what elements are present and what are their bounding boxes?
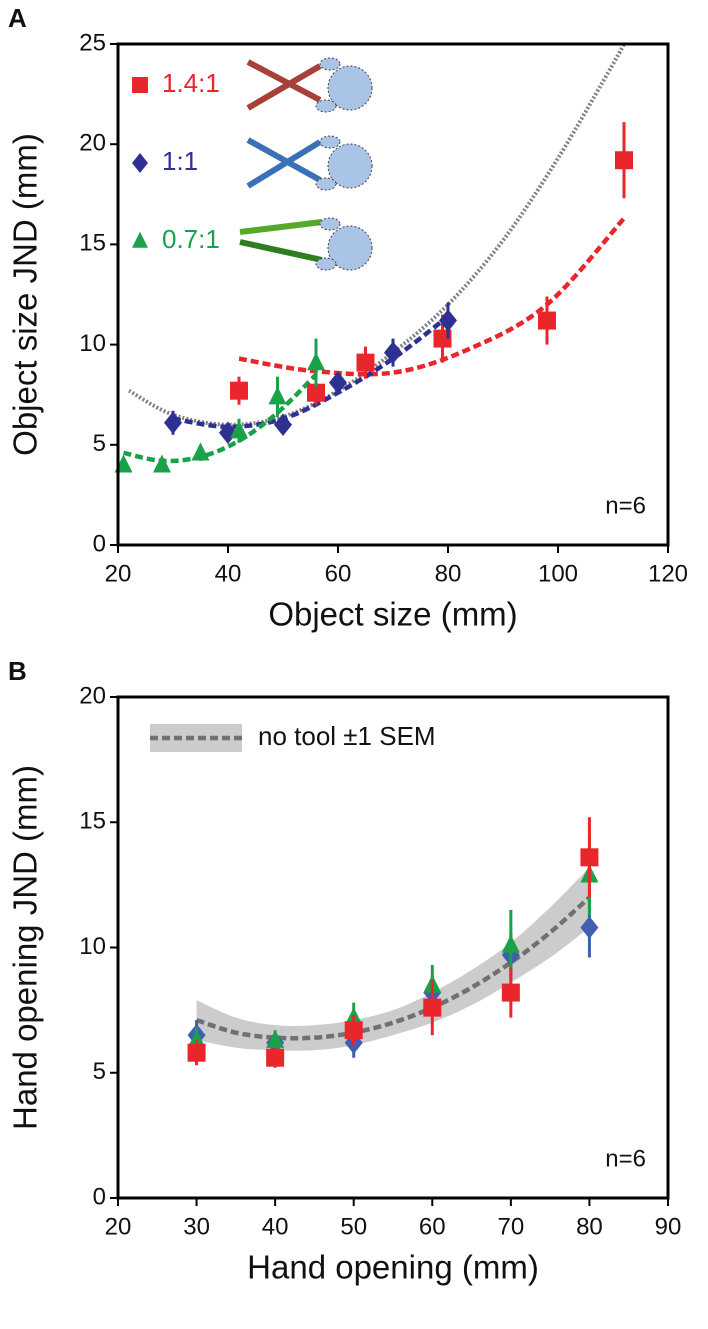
x-axis-label: Hand opening (mm) [247, 1249, 539, 1286]
annotation: n=6 [605, 1145, 646, 1172]
marker-square [423, 998, 442, 1017]
y-tick-label: 5 [93, 430, 106, 457]
marker-diamond [132, 153, 148, 173]
marker-square [344, 1021, 363, 1040]
y-tick-label: 20 [79, 130, 106, 157]
x-tick-label: 60 [419, 1213, 446, 1240]
marker-square [580, 848, 599, 867]
x-tick-label: 100 [538, 560, 578, 587]
y-tick-label: 0 [93, 1183, 106, 1210]
y-tick-label: 5 [93, 1058, 106, 1085]
legend-label: 1.4:1 [162, 68, 220, 98]
annotation: n=6 [605, 492, 646, 519]
marker-square [538, 311, 556, 330]
marker-diamond [439, 309, 457, 332]
x-tick-label: 120 [648, 560, 688, 587]
x-tick-label: 80 [435, 560, 462, 587]
x-tick-label: 40 [262, 1213, 289, 1240]
legend-label: no tool ±1 SEM [258, 721, 436, 751]
marker-diamond [329, 371, 347, 394]
tool-icons [239, 57, 373, 271]
marker-triangle [268, 386, 287, 405]
x-tick-label: 20 [105, 1213, 132, 1240]
y-axis-label: Object size JND (mm) [7, 133, 44, 456]
panel-letter: B [8, 656, 27, 686]
marker-square [230, 381, 248, 400]
y-tick-label: 15 [79, 230, 106, 257]
legend-label: 1:1 [162, 146, 198, 176]
y-tick-label: 10 [79, 933, 106, 960]
marker-square [132, 77, 148, 93]
x-tick-label: 20 [105, 560, 132, 587]
marker-square [307, 383, 325, 402]
y-tick-label: 0 [93, 530, 106, 557]
tool-icon-equal [246, 135, 373, 191]
x-tick-label: 40 [215, 560, 242, 587]
marker-diamond [164, 411, 182, 435]
plot-frame [116, 695, 670, 1200]
marker-triangle [230, 420, 248, 439]
x-tick-label: 90 [655, 1213, 682, 1240]
x-tick-label: 50 [340, 1213, 367, 1240]
y-tick-label: 15 [79, 808, 106, 835]
x-tick-label: 80 [576, 1213, 603, 1240]
marker-diamond [274, 413, 292, 437]
marker-square [501, 983, 520, 1002]
marker-square [356, 353, 375, 372]
panel-letter: A [8, 3, 27, 33]
marker-triangle [153, 454, 171, 473]
tool-icon-wide [246, 57, 373, 113]
plot-frame [116, 42, 670, 547]
marker-triangle [501, 934, 520, 953]
marker-diamond [384, 341, 402, 364]
legend-label: 0.7:1 [162, 224, 220, 254]
y-axis-label: Hand opening JND (mm) [7, 765, 44, 1130]
marker-triangle [307, 352, 325, 371]
sem-band [196, 867, 590, 1051]
x-tick-label: 60 [325, 560, 352, 587]
y-tick-label: 25 [79, 29, 106, 56]
y-tick-label: 20 [79, 682, 106, 709]
marker-square [187, 1043, 206, 1062]
x-tick-label: 30 [183, 1213, 210, 1240]
marker-square [615, 151, 633, 170]
fit-curve [238, 216, 626, 377]
marker-triangle [132, 231, 148, 248]
marker-triangle [266, 1029, 285, 1048]
x-axis-label: Object size (mm) [268, 596, 517, 633]
marker-triangle [187, 1029, 206, 1048]
fit-curve [123, 373, 318, 464]
marker-diamond [580, 916, 599, 939]
y-tick-label: 10 [79, 330, 106, 357]
marker-square [266, 1048, 285, 1067]
tool-icon-narrow [239, 217, 373, 271]
x-tick-label: 70 [498, 1213, 525, 1240]
marker-triangle [191, 442, 210, 461]
